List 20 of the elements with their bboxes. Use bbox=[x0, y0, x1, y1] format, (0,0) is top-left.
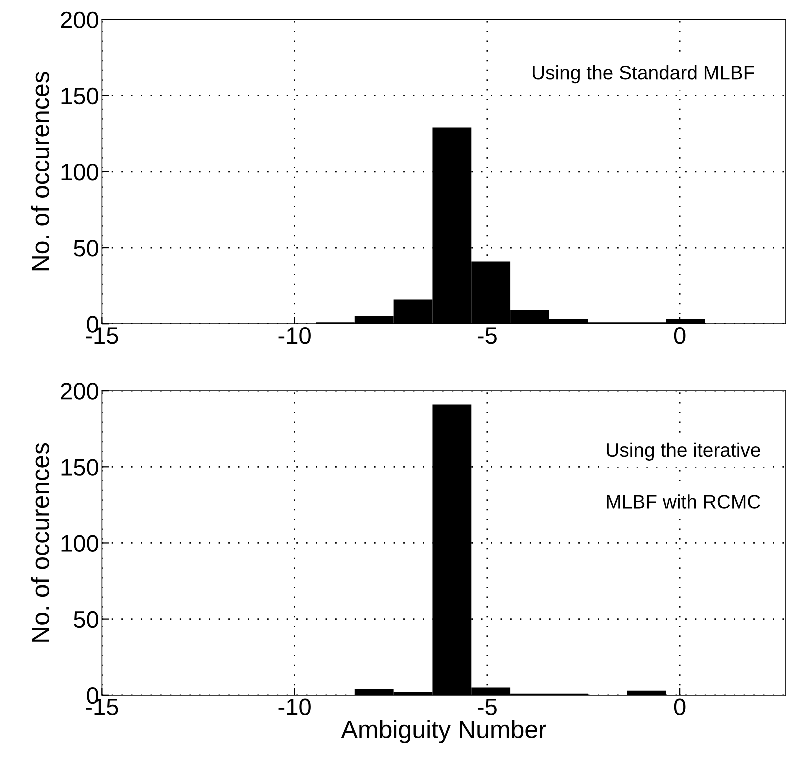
annotation: Using the Standard MLBF bbox=[533, 65, 754, 84]
y-tick-label: 150 bbox=[62, 459, 98, 476]
x-axis-title: Ambiguity Number bbox=[341, 720, 546, 744]
y-tick-label: 150 bbox=[62, 88, 98, 105]
x-tick-label: -10 bbox=[278, 328, 311, 344]
y-axis-title: No. of occurences bbox=[31, 443, 50, 642]
y-tick-label: 50 bbox=[74, 240, 98, 257]
y-tick-label: 200 bbox=[61, 383, 98, 400]
x-tick-label: -5 bbox=[478, 328, 497, 344]
annotation: MLBF with RCMC bbox=[607, 494, 760, 509]
y-axis-title: No. of occurences bbox=[31, 72, 50, 271]
x-tick-label: 0 bbox=[674, 328, 686, 344]
x-tick-label: 0 bbox=[674, 698, 686, 716]
annotation: Using the iterative bbox=[607, 442, 760, 461]
y-tick-label: 100 bbox=[62, 164, 98, 181]
x-tick-label: -10 bbox=[278, 698, 311, 716]
y-tick-label: 100 bbox=[62, 535, 98, 552]
y-tick-label: 50 bbox=[74, 611, 98, 628]
x-tick-label: -5 bbox=[478, 699, 497, 716]
y-tick-label: 200 bbox=[61, 12, 98, 29]
